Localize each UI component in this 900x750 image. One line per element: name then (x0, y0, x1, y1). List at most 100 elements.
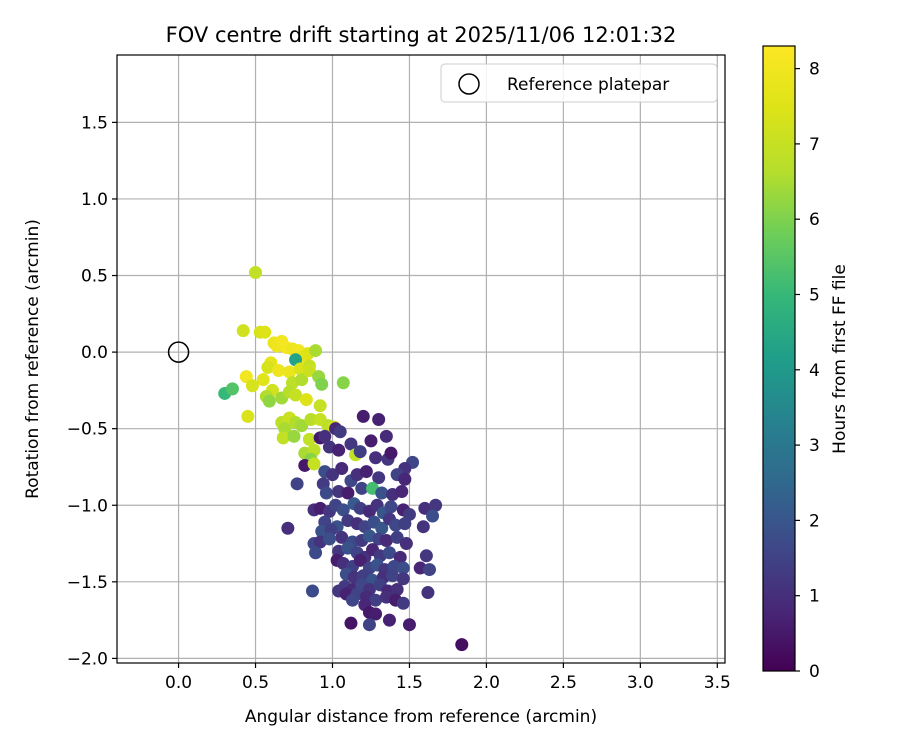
data-point (335, 530, 349, 544)
colorbar-tick-label: 7 (809, 135, 820, 155)
data-point (384, 446, 398, 460)
data-point (282, 365, 296, 379)
data-point (289, 388, 303, 402)
data-point (302, 363, 316, 377)
y-tick-label: 0.0 (81, 343, 108, 363)
data-point (362, 618, 376, 632)
colorbar-tick-label: 5 (809, 285, 820, 305)
data-point (344, 437, 358, 451)
data-point (369, 593, 383, 607)
legend-entry-reference: Reference platepar (507, 75, 669, 95)
colorbar-tick-label: 1 (809, 587, 820, 607)
data-point (335, 462, 349, 476)
data-point (318, 429, 332, 443)
data-point (325, 468, 339, 482)
x-tick-label: 0.5 (242, 673, 269, 693)
data-point (245, 379, 259, 393)
data-point (382, 613, 396, 627)
colorbar-tick-label: 6 (809, 210, 820, 230)
data-point (256, 373, 270, 387)
data-point (333, 425, 347, 439)
data-point (398, 472, 412, 486)
colorbar-ticks: 0 1 2 3 4 5 6 7 8 (795, 60, 820, 682)
data-point (322, 532, 336, 546)
data-point (261, 360, 275, 374)
data-point (353, 445, 367, 459)
x-axis-ticks: 0.0 0.5 1.0 1.5 2.0 2.5 3.0 3.5 (165, 663, 731, 693)
y-tick-label: −0.5 (67, 420, 108, 440)
data-point (307, 457, 321, 471)
data-point (372, 412, 386, 426)
data-point (379, 429, 393, 443)
data-point (386, 569, 400, 583)
colorbar-tick-label: 2 (809, 511, 820, 531)
data-point (359, 465, 373, 479)
reference-platepar-marker (167, 341, 190, 363)
data-point (422, 563, 436, 577)
data-point (290, 477, 304, 491)
data-point (426, 509, 440, 523)
data-point (287, 429, 301, 443)
data-point (390, 530, 404, 544)
data-point (369, 607, 383, 621)
data-point (336, 376, 350, 390)
data-point (375, 486, 389, 500)
x-tick-label: 3.0 (627, 673, 654, 693)
x-tick-label: 0.0 (165, 673, 192, 693)
data-point (396, 596, 410, 610)
data-point (304, 412, 318, 426)
data-point (369, 451, 383, 465)
y-tick-label: −1.5 (67, 573, 108, 593)
y-tick-label: 1.5 (81, 113, 108, 133)
colorbar-tick-label: 3 (809, 436, 820, 456)
data-point (239, 370, 253, 384)
data-point (332, 443, 346, 457)
x-tick-label: 1.0 (319, 673, 346, 693)
x-axis-label: Angular distance from reference (arcmin) (245, 707, 597, 727)
colorbar (762, 45, 796, 672)
data-point (390, 582, 404, 596)
y-tick-label: 1.0 (81, 190, 108, 210)
data-point (281, 521, 295, 535)
data-point (295, 373, 309, 387)
data-point (262, 394, 276, 408)
chart-title: FOV centre drift starting at 2025/11/06 … (166, 23, 677, 47)
data-point (379, 533, 393, 547)
data-point (399, 537, 413, 551)
data-point (421, 586, 435, 600)
data-point (241, 409, 255, 423)
plot-frame (116, 54, 726, 664)
data-point (398, 517, 412, 531)
data-point (309, 344, 323, 358)
data-point (355, 481, 369, 495)
grid (117, 55, 725, 663)
data-point (372, 471, 386, 485)
data-point (353, 553, 367, 567)
data-points (218, 265, 469, 652)
data-point (344, 616, 358, 630)
data-point (299, 393, 313, 407)
data-point (313, 399, 327, 413)
data-point (302, 432, 316, 446)
data-point (295, 419, 309, 433)
data-point (395, 484, 409, 498)
data-point (258, 325, 272, 339)
y-tick-label: 0.5 (81, 267, 108, 287)
data-point (336, 503, 350, 517)
x-tick-label: 1.5 (396, 673, 423, 693)
colorbar-tick-label: 4 (809, 361, 820, 381)
data-point (382, 546, 396, 560)
data-point (364, 434, 378, 448)
data-point (249, 265, 263, 279)
data-point (393, 550, 407, 564)
y-tick-label: −2.0 (67, 649, 108, 669)
x-tick-label: 3.5 (704, 673, 731, 693)
x-tick-label: 2.0 (473, 673, 500, 693)
data-point (309, 546, 323, 560)
data-point (402, 618, 416, 632)
data-point (346, 593, 360, 607)
data-point (356, 409, 370, 423)
data-point (429, 498, 443, 512)
data-point (315, 377, 329, 391)
colorbar-tick-label: 8 (809, 60, 820, 80)
